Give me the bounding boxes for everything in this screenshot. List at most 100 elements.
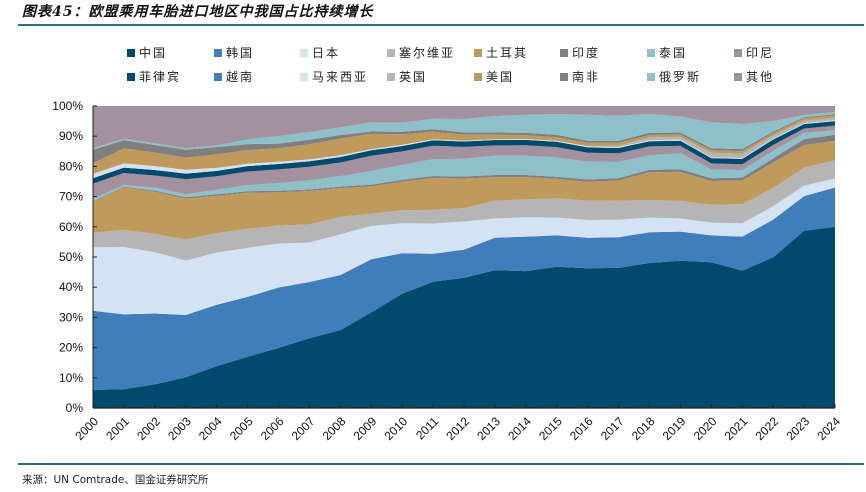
legend-item: 泰国 xyxy=(647,44,687,61)
legend-item: 印尼 xyxy=(734,44,774,61)
legend-label: 塞尔维亚 xyxy=(399,46,456,60)
area-series-1 xyxy=(93,187,835,390)
legend-label: 俄罗斯 xyxy=(659,70,702,84)
x-tick-label: 2006 xyxy=(258,414,287,443)
x-tick-label: 2017 xyxy=(598,414,627,443)
legend-label: 越南 xyxy=(226,70,255,84)
y-tick-label: 0% xyxy=(66,401,84,415)
legend-item: 菲律宾 xyxy=(127,68,181,85)
legend-swatch xyxy=(734,72,742,81)
legend-item: 俄罗斯 xyxy=(647,68,701,85)
legend-item: 其他 xyxy=(734,68,774,85)
legend-item: 南非 xyxy=(560,68,600,85)
legend-label: 土耳其 xyxy=(486,46,529,60)
legend-swatch xyxy=(647,48,655,57)
legend-label: 菲律宾 xyxy=(139,70,182,84)
legend-item: 马来西亚 xyxy=(300,68,368,85)
legend-label: 韩国 xyxy=(226,46,255,60)
x-tick-label: 2008 xyxy=(320,414,349,443)
x-tick-label: 2018 xyxy=(629,414,658,443)
y-tick-label: 30% xyxy=(59,310,83,324)
area-series-4 xyxy=(93,140,835,240)
legend-swatch xyxy=(474,48,482,57)
legend-item: 中国 xyxy=(127,44,167,61)
legend-swatch xyxy=(560,72,568,81)
legend-swatch xyxy=(647,72,655,81)
source-divider xyxy=(18,463,864,465)
x-tick-label: 2002 xyxy=(134,414,163,443)
x-tick-label: 2010 xyxy=(382,414,411,443)
x-tick-label: 2014 xyxy=(505,414,534,443)
x-tick-label: 2023 xyxy=(783,414,812,443)
legend-swatch xyxy=(300,72,308,81)
legend-swatch xyxy=(127,72,135,81)
x-tick-label: 2009 xyxy=(351,414,380,443)
area-series-10 xyxy=(93,120,835,179)
x-tick-label: 2013 xyxy=(474,414,503,443)
legend-label: 印度 xyxy=(572,46,601,60)
source-note: 来源：UN Comtrade、国金证券研究所 xyxy=(22,474,209,486)
area-series-0 xyxy=(93,226,835,408)
x-tick-label: 2001 xyxy=(103,414,132,443)
legend-label: 日本 xyxy=(312,46,341,60)
chart-title: 图表45：欧盟乘用车胎进口地区中我国占比持续增长 xyxy=(22,4,374,20)
y-tick-label: 10% xyxy=(59,371,83,385)
y-tick-label: 60% xyxy=(59,220,83,234)
y-tick-label: 20% xyxy=(59,341,83,355)
x-tick-label: 2004 xyxy=(196,414,225,443)
legend-label: 南非 xyxy=(572,70,601,84)
legend-item: 塞尔维亚 xyxy=(387,44,455,61)
legend-item: 越南 xyxy=(214,68,254,85)
legend-swatch xyxy=(214,48,222,57)
legend-label: 印尼 xyxy=(746,46,775,60)
legend-swatch xyxy=(734,48,742,57)
legend-item: 美国 xyxy=(474,68,514,85)
legend-swatch xyxy=(214,72,222,81)
legend-label: 美国 xyxy=(486,70,515,84)
area-layers xyxy=(93,106,835,408)
legend-label: 泰国 xyxy=(659,46,688,60)
x-tick-label: 2003 xyxy=(165,414,194,443)
legend-label: 马来西亚 xyxy=(312,70,369,84)
legend-label: 其他 xyxy=(746,70,775,84)
legend-swatch xyxy=(560,48,568,57)
y-tick-label: 50% xyxy=(59,250,83,264)
legend-item: 英国 xyxy=(387,68,427,85)
x-tick-label: 2022 xyxy=(753,414,782,443)
x-tick-label: 2016 xyxy=(567,414,596,443)
x-tick-label: 2015 xyxy=(536,414,565,443)
legend-swatch xyxy=(300,48,308,57)
title-divider xyxy=(18,24,864,26)
legend-item: 日本 xyxy=(300,44,340,61)
y-tick-label: 70% xyxy=(59,190,83,204)
area-series-6 xyxy=(93,130,835,202)
area-series-15 xyxy=(93,106,835,149)
x-tick-label: 2005 xyxy=(227,414,256,443)
area-series-12 xyxy=(93,115,835,174)
area-series-3 xyxy=(93,160,835,261)
legend-label: 中国 xyxy=(139,46,168,60)
legend-swatch xyxy=(387,48,395,57)
x-tick-label: 2020 xyxy=(691,414,720,443)
x-tick-label: 2021 xyxy=(722,414,751,443)
legend-label: 英国 xyxy=(399,70,428,84)
area-series-7 xyxy=(93,125,835,199)
area-series-8 xyxy=(93,121,835,184)
y-tick-label: 100% xyxy=(52,99,83,113)
x-tick-label: 2000 xyxy=(72,414,101,443)
x-tick-label: 2019 xyxy=(660,414,689,443)
legend-item: 印度 xyxy=(560,44,600,61)
y-tick-label: 80% xyxy=(59,159,83,173)
x-tick-label: 2024 xyxy=(814,414,843,443)
area-series-14 xyxy=(93,112,835,150)
y-tick-label: 90% xyxy=(59,129,83,143)
area-series-2 xyxy=(93,178,835,315)
legend-swatch xyxy=(387,72,395,81)
x-tick-label: 2007 xyxy=(289,414,318,443)
x-tick-label: 2012 xyxy=(443,414,472,443)
x-tick-label: 2011 xyxy=(413,414,441,442)
legend-swatch xyxy=(127,48,135,57)
legend-item: 土耳其 xyxy=(474,44,528,61)
legend-swatch xyxy=(474,72,482,81)
